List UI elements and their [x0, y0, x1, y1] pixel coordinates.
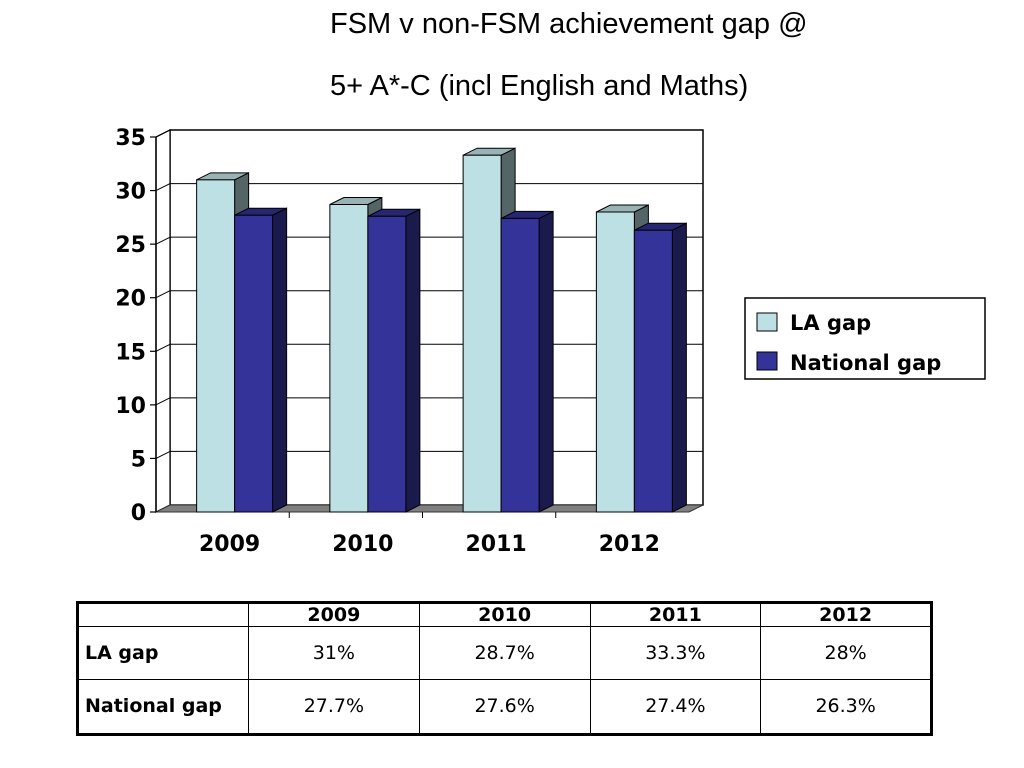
legend-box: [744, 297, 986, 380]
table-cell: 27.6%: [418, 678, 591, 736]
bar-national-gap-2009: [234, 214, 274, 513]
gridline-side: [155, 397, 171, 406]
table-header-cell: 2010: [418, 602, 591, 627]
table-header-cell: [77, 602, 249, 627]
table-header-cell: 2009: [248, 602, 420, 627]
table-row: LA gap 31% 28.7% 33.3% 28%: [77, 626, 932, 680]
chart-title-line-2: 5+ A*-C (incl English and Maths): [330, 70, 749, 102]
legend-label-national-gap: National gap: [790, 351, 941, 375]
table-header-cell: 2011: [589, 602, 762, 627]
chart-title-line-1: FSM v non-FSM achievement gap @: [330, 8, 808, 40]
table-cell: 27.7%: [248, 678, 420, 736]
gridline-side: [155, 183, 171, 192]
table-cell: 26.3%: [760, 678, 932, 736]
bar-side-national-gap-2009: [272, 207, 288, 513]
legend-swatch-la-gap: [756, 312, 778, 332]
bar-national-gap-2011: [500, 217, 540, 513]
bar-la-gap-2011: [462, 154, 502, 513]
gridline-side: [155, 236, 171, 245]
bar-side-national-gap-2012: [671, 222, 687, 513]
gridline-side: [155, 129, 171, 138]
y-tick-label: 35: [115, 126, 146, 151]
gridline-side: [155, 290, 171, 299]
bars: [196, 147, 687, 513]
gridline-side: [155, 450, 171, 459]
axes: [150, 136, 557, 518]
x-tick-label: 2009: [199, 532, 260, 557]
table-cell: 28%: [760, 626, 932, 680]
x-tick-label: 2011: [466, 532, 527, 557]
legend: LA gap National gap: [744, 297, 986, 380]
y-tick-label: 0: [131, 501, 146, 526]
x-tick-label: 2012: [599, 532, 660, 557]
table-row: National gap 27.7% 27.6% 27.4% 26.3%: [77, 678, 932, 736]
table-row-label: National gap: [77, 678, 249, 736]
y-tick-label: 10: [115, 394, 146, 419]
bar-side-national-gap-2011: [538, 210, 554, 513]
data-table: 2009 2010 2011 2012 LA gap 31% 28.7% 33.…: [76, 601, 933, 736]
y-tick-label: 20: [115, 287, 146, 312]
y-tick-label: 5: [131, 447, 146, 472]
table-header-row: 2009 2010 2011 2012: [77, 602, 932, 627]
y-tick-label: 15: [115, 340, 146, 365]
y-tick-label: 25: [115, 233, 146, 258]
gridline-side: [155, 343, 171, 352]
table-cell: 33.3%: [589, 626, 762, 680]
x-tick-label: 2010: [332, 532, 393, 557]
legend-swatch-national-gap: [756, 351, 778, 371]
bar-chart: 0 5 10 15 20 25 30 35 2009 2010 2011 2012 LA gap Na…: [115, 126, 986, 557]
bar-side-national-gap-2010: [405, 208, 421, 513]
table-cell: 28.7%: [418, 626, 591, 680]
legend-label-la-gap: LA gap: [790, 311, 871, 335]
bar-national-gap-2010: [367, 215, 407, 513]
table-row-label: LA gap: [77, 626, 249, 680]
table-header-cell: 2012: [760, 602, 932, 627]
bar-la-gap-2012: [595, 211, 635, 513]
table-cell: 31%: [248, 626, 420, 680]
y-tick-label: 30: [115, 180, 146, 205]
table-cell: 27.4%: [589, 678, 762, 736]
tick-labels: 0 5 10 15 20 25 30 35 2009 2010 2011 2012: [115, 126, 660, 557]
bar-la-gap-2009: [196, 179, 236, 513]
bar-la-gap-2010: [329, 204, 369, 513]
bar-national-gap-2012: [633, 229, 673, 513]
